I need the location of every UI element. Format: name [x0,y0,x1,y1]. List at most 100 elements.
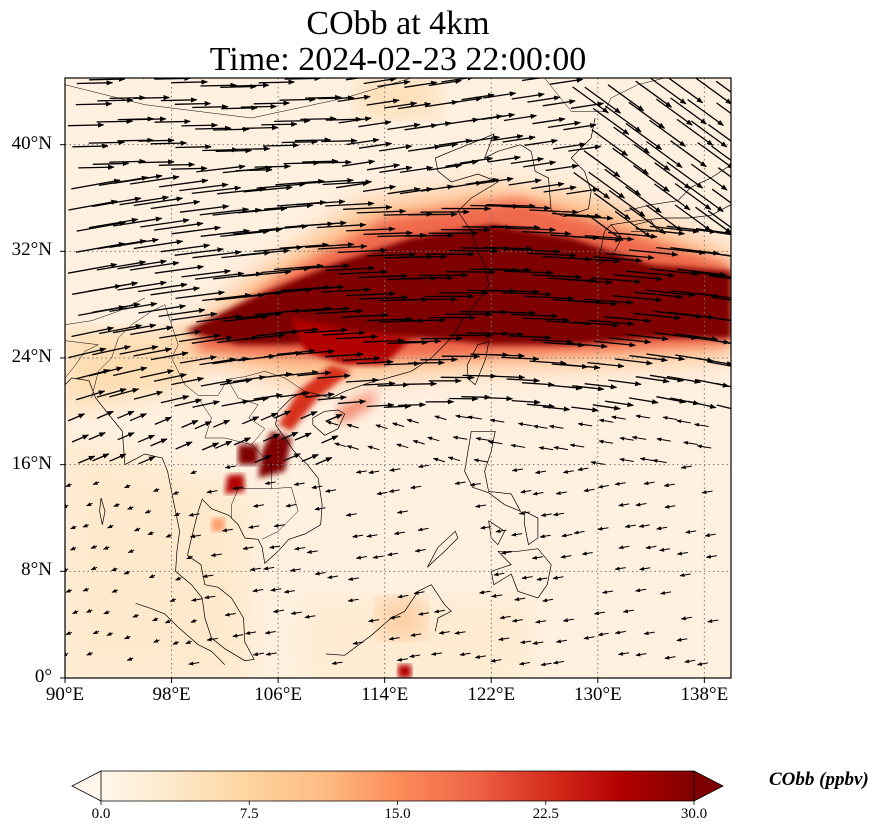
wind-vector [82,587,90,592]
wind-vector [213,419,231,428]
wind-vector [363,381,396,387]
wind-vector [294,432,312,441]
wind-vector [555,491,567,496]
wind-vector [363,78,397,85]
wind-vector [462,373,497,379]
wind-vector [154,118,191,125]
wind-vector [171,165,208,172]
wind-vector [388,488,400,493]
wind-vector [535,619,547,624]
wind-vector [130,260,180,271]
wind-vector [408,211,458,217]
wind-vector [71,434,89,443]
wind-vector [520,489,532,494]
wind-vector [424,142,459,150]
wind-vector [71,326,115,338]
wind-vector [236,167,273,173]
wind-vector [592,256,643,263]
wind-vector [261,121,298,127]
wind-vector [175,576,182,581]
wind-vector [521,230,572,237]
hainan-streak [338,391,378,425]
wind-vector [138,304,187,314]
wind-vector [715,382,731,388]
wind-vector [117,432,135,441]
wind-vector [707,361,731,367]
x-tick-label: 130°E [573,684,622,705]
wind-vector [142,78,150,80]
wind-vector [315,159,352,165]
wind-vector [561,533,573,538]
wind-vector [667,78,704,104]
wind-vector [325,351,364,358]
wind-vector [588,319,635,327]
wind-vector [71,178,121,190]
wind-vector [215,148,253,154]
wind-vector [232,633,244,638]
wind-vector [215,440,233,449]
wind-vector [130,325,174,336]
wind-vector [584,234,635,242]
wind-vector [200,228,251,237]
wind-vector [248,524,260,529]
wind-vector [150,438,168,447]
wind-vector [715,231,731,236]
wind-vector [568,144,602,152]
wind-vector [607,84,645,112]
wind-vector [480,331,524,337]
wind-vector [659,547,671,552]
wind-vector [518,661,530,666]
wind-vector [584,298,634,306]
wind-vector [154,416,172,425]
wind-vector [302,158,339,164]
wind-vector [379,165,413,173]
wind-vector [452,435,468,440]
wind-vector [487,155,521,163]
wind-vector [614,630,626,635]
wind-vector [96,260,147,271]
wind-vector [273,410,292,419]
wind-vector [133,347,172,357]
wind-vector [396,443,409,449]
wind-vector [138,282,188,293]
wind-vector [480,176,514,185]
border-laos-vn [227,379,266,445]
wind-vector [677,268,727,278]
wind-vector [200,82,237,88]
wind-vector [376,491,388,496]
wind-vector [294,284,345,291]
wind-vector [614,566,626,571]
wind-vector [75,390,106,401]
wind-vector [327,78,335,79]
wind-vector [112,216,163,227]
wind-vector [206,637,218,642]
border-cambodia [261,487,299,540]
wind-vector [622,609,634,614]
wind-vector [92,480,100,485]
wind-vector [377,79,411,88]
wind-vector [586,213,624,242]
wind-vector [690,271,731,278]
wind-vector [538,446,554,451]
wind-vector [449,248,499,254]
wind-vector [279,391,310,398]
wind-vector [322,330,366,336]
wind-vector [342,312,389,318]
wind-vector [676,551,688,556]
wind-vector [347,598,359,603]
wind-vector [264,630,276,635]
wind-vector [96,410,114,419]
y-tick-label: 24°N [11,346,52,367]
wind-vector [635,588,647,593]
wind-vector [591,129,629,157]
wind-vector [649,225,700,234]
wind-vector [331,661,343,666]
wind-vector [502,135,536,143]
wind-vector [504,270,554,276]
colorbar-tick-label: 0.0 [91,806,111,822]
wind-vector [113,366,148,377]
colorbar-tick-label: 15.0 [384,806,411,822]
wind-vector [154,221,204,231]
wind-vector [88,366,124,377]
wind-vector [253,100,291,106]
